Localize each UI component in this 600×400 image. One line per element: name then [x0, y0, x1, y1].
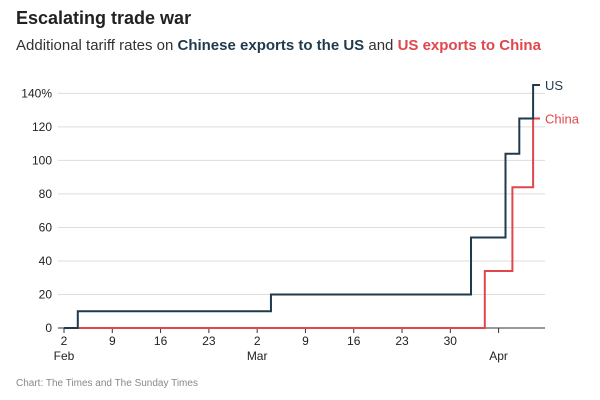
x-tick-label: 2 — [254, 334, 261, 348]
y-tick-label: 0 — [45, 321, 52, 335]
series-line-china — [64, 117, 540, 329]
y-tick-label: 100 — [32, 153, 52, 167]
x-tick-label: 9 — [109, 334, 116, 348]
y-tick-label: 120 — [32, 120, 52, 134]
subtitle-series-us: Chinese exports to the US — [177, 37, 365, 54]
x-tick-label: 23 — [395, 334, 409, 348]
y-tick-label: 80 — [39, 187, 53, 201]
series-label-us: US — [545, 78, 563, 93]
chart-credit: Chart: The Times and The Sunday Times — [16, 378, 198, 389]
x-tick-label: 16 — [347, 334, 361, 348]
x-tick-label: 16 — [154, 334, 168, 348]
x-month-label-apr: Apr — [489, 349, 508, 363]
subtitle-series-china: US exports to China — [397, 37, 541, 54]
y-tick-label: 20 — [39, 287, 53, 301]
series-label-china: China — [545, 112, 580, 127]
series-line-us — [64, 84, 540, 329]
y-tick-label: 140% — [21, 86, 52, 100]
y-tick-label: 60 — [39, 220, 53, 234]
subtitle-prefix: Additional tariff rates on — [16, 37, 178, 54]
x-tick-label: 30 — [444, 334, 458, 348]
chart-subtitle: Additional tariff rates on Chinese expor… — [16, 37, 541, 54]
x-tick-label: 2 — [61, 334, 68, 348]
y-tick-label: 40 — [39, 254, 53, 268]
x-tick-label: 23 — [202, 334, 216, 348]
x-tick-label: 9 — [302, 334, 309, 348]
x-month-label-mar: Mar — [247, 349, 268, 363]
x-month-label-feb: Feb — [54, 349, 75, 363]
chart-title: Escalating trade war — [16, 8, 192, 28]
subtitle-mid: and — [364, 37, 398, 54]
